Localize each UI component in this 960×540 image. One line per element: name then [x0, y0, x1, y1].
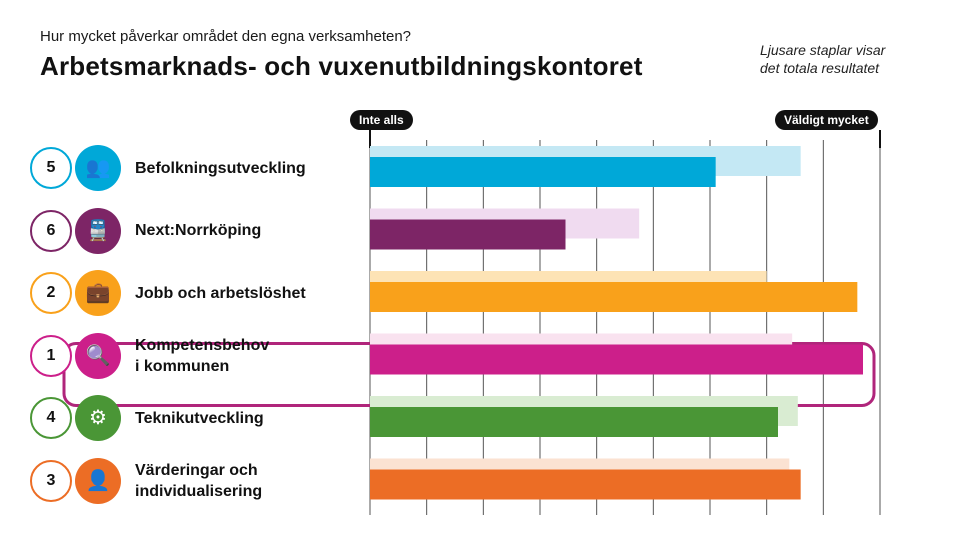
category-label: Värderingar och individualisering — [135, 460, 262, 502]
scale-min-label: Inte alls — [350, 110, 413, 130]
question-text: Hur mycket påverkar området den egna ver… — [40, 28, 412, 45]
bar-own — [370, 469, 801, 500]
category-label-line: Jobb och arbetslöshet — [135, 284, 306, 302]
bar-own — [370, 157, 716, 187]
rank-badge: 6 — [30, 209, 72, 252]
category-label: Teknikutveckling — [135, 408, 264, 429]
scale-max-label: Väldigt mycket — [775, 110, 878, 130]
person-icon: 👤 — [75, 457, 121, 504]
category-label-line: i kommunen — [135, 357, 230, 375]
briefcase-icon: 💼 — [75, 270, 121, 316]
category-label-line: Next:Norrköping — [135, 222, 262, 239]
category-label-line: Kompetensbehov — [135, 336, 270, 354]
category-label-line: Värderingar och — [135, 461, 258, 479]
category-label-line: Teknikutveckling — [135, 409, 264, 427]
person-search-icon: 🔍 — [75, 332, 121, 379]
legend-note-line-2: det totala resultatet — [760, 60, 880, 76]
people-group-icon: 👥 — [75, 145, 121, 191]
category-label: Kompetensbehov i kommunen — [135, 335, 269, 377]
rank-badge: 4 — [30, 397, 72, 439]
legend-note-line-1: Ljusare staplar visar — [760, 42, 886, 58]
category-label-line: Befolkningsutveckling — [135, 159, 306, 177]
category-label: Jobb och arbetslöshet — [135, 283, 306, 304]
legend-note: Ljusare staplar visar det totala resulta… — [760, 41, 940, 77]
bar-own — [370, 344, 863, 375]
rank-badge: 1 — [30, 334, 72, 377]
rank-badge: 3 — [30, 459, 72, 502]
train-icon: 🚆 — [75, 207, 121, 254]
category-label: Befolkningsutveckling — [135, 158, 306, 179]
bar-own — [370, 282, 858, 312]
rank-badge: 5 — [30, 147, 72, 189]
gear-icon: ⚙ — [75, 395, 121, 441]
category-label-line: individualisering — [135, 482, 263, 500]
bar-own — [370, 407, 778, 437]
category-label: Next:Norrköping — [135, 220, 261, 241]
rank-badge: 2 — [30, 272, 72, 314]
bar-own — [370, 219, 566, 250]
page-title: Arbetsmarknads- och vuxenutbildningskont… — [40, 51, 643, 81]
